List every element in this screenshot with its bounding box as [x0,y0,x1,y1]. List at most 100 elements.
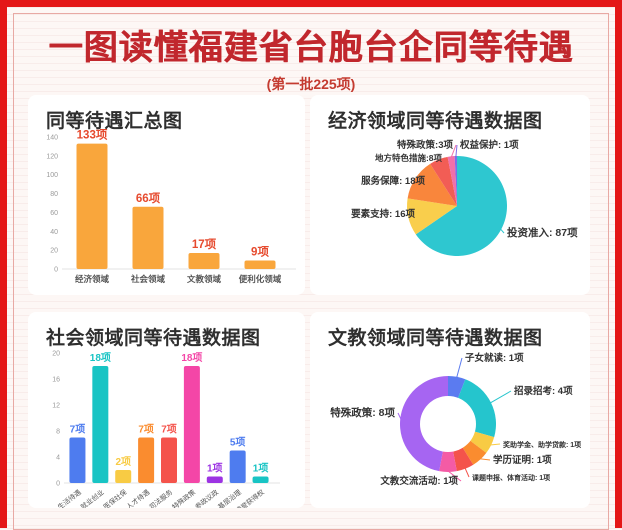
label-leader-line [456,357,463,378]
x-category-label: 生活待遇 [56,487,83,508]
label-leader-line [479,458,491,461]
x-category-label: 基层治理 [216,487,243,508]
bar-value-label: 1项 [207,463,223,475]
economy-pie-svg: 投资准入: 87项 要素支持: 16项 服务保障: 18项 地方特色措施:8项 特殊政策… [351,139,578,256]
bar-value-label: 17项 [192,237,217,251]
y-tick-label: 20 [52,351,60,358]
label-leader-line [397,412,402,420]
x-category-label: 特殊政策 [170,487,197,508]
y-tick-label: 80 [50,191,58,198]
y-tick-label: 16 [52,377,60,384]
pie-slice-label: 要素支持: 16项 [351,208,415,220]
x-category-label: 文教领域 [187,274,222,284]
bar-便利化领域 [244,260,276,269]
pie-slice-投资准入 [415,156,507,256]
bar-value-label: 7项 [70,424,86,436]
page-subtitle: (第一批225项) [266,76,356,92]
economy-chart-title: 经济领域同等待遇数据图 [328,111,543,132]
y-tick-label: 12 [52,403,60,410]
y-tick-label: 0 [54,267,58,274]
pie-slice-要素支持 [407,198,457,235]
bar-value-label: 18项 [181,352,202,364]
y-tick-label: 100 [46,172,58,179]
bar-value-label: 9项 [251,245,269,259]
bar-社会领域 [132,206,164,269]
poster-header: 一图读懂福建省台胞台企同等待遇 (第一批225项) [0,20,622,94]
y-tick-label: 8 [56,429,60,436]
x-category-label: 参政议政 [193,487,220,508]
panel-economy: 经济领域同等待遇数据图 投资准入: 87项 要素支持: 16项 服务保障: 18项 地… [310,95,590,295]
donut-hole [420,396,476,452]
bar-荣誉获得权 [252,476,269,483]
label-leader-line [455,144,458,158]
society-chart-title: 社会领域同等待遇数据图 [46,328,261,349]
bar-value-label: 18项 [90,352,111,364]
page-title: 一图读懂福建省台胞台企同等待遇 [48,29,574,67]
x-category-label: 人才待遇 [124,487,151,508]
bar-基层治理 [229,450,246,483]
bar-value-label: 7项 [161,424,177,436]
pie-slice-label: 课题申报、体育活动: 1项 [472,473,550,482]
bar-value-label: 133项 [77,129,108,142]
pie-slice-label: 文教交流活动: 1项 [379,475,458,487]
y-tick-label: 4 [56,455,60,462]
pie-slice-label: 学历证明: 1项 [493,454,552,466]
y-tick-label: 140 [46,135,58,142]
x-category-label: 便利化领域 [239,274,282,284]
bar-value-label: 1项 [253,463,269,475]
y-tick-label: 20 [50,248,58,255]
summary-chart-title: 同等待遇汇总图 [46,111,183,132]
x-category-label: 经济领域 [75,274,110,284]
bar-医保社保 [115,470,132,483]
bar-value-label: 66项 [136,191,161,205]
pie-slice-label: 地方特色措施:8项 [375,153,443,163]
panel-education: 文教领域同等待遇数据图 子女就读: 1项招录招考: 4项 奖助学金、助学贷款: 1… [310,312,590,508]
x-category-label: 司法服务 [147,487,174,508]
pie-slice-服务保障 [407,163,457,206]
label-leader-line [415,178,429,182]
economy-pie-chart: 投资准入: 87项 要素支持: 16项 服务保障: 18项 地方特色措施:8项 特殊政策… [310,129,590,295]
pie-slice-权益保护 [454,156,457,206]
x-category-label: 社会领域 [130,274,166,284]
y-tick-label: 0 [56,481,60,488]
summary-bar-chart: 0 20 40 60 80 100 120 140 133项 经济领域 66项 社会领域 17项 文教领域… [28,129,305,295]
bar-就业创业 [92,366,109,483]
y-tick-label: 40 [50,229,58,236]
bar-value-label: 2项 [115,456,131,468]
bar-文教领域 [188,252,220,269]
education-chart-title: 文教领域同等待遇数据图 [328,328,543,349]
label-leader-line [489,390,512,404]
pie-slice-label: 特殊政策:3项 [397,139,453,151]
pie-slice-label: 子女就读: 1项 [465,352,524,364]
education-donut-chart: 子女就读: 1项招录招考: 4项 奖助学金、助学贷款: 1项学历证明: 1项课题申… [310,346,590,508]
label-leader-line [409,213,419,218]
bar-司法服务 [161,437,177,483]
pie-slice-地方特色措施 [430,156,457,206]
pie-slice-label: 权益保护: 1项 [459,139,519,151]
bar-经济领域 [76,143,108,269]
bar-value-label: 7项 [138,424,154,436]
label-leader-line [447,470,462,482]
pie-slice-label: 特殊政策: 8项 [330,406,395,419]
pie-slice-label: 服务保障: 18项 [361,175,425,187]
y-tick-label: 60 [50,210,58,217]
pie-slice-label: 招录招考: 4项 [514,385,573,397]
x-category-label: 医保社保 [101,487,128,508]
bar-人才待遇 [138,437,155,483]
label-leader-line [438,157,446,161]
label-leader-line [464,467,470,478]
label-leader-line [499,228,505,234]
pie-slice-label: 投资准入: 87项 [507,226,578,239]
bar-参政议政 [206,476,223,483]
pie-slice-特殊政策 [447,156,457,206]
bar-生活待遇 [69,437,86,483]
panel-summary: 同等待遇汇总图 0 20 40 60 80 100 120 140 133项 经济领域 66项 社会领… [28,95,305,295]
bar-特殊政策 [183,366,200,483]
society-bar-chart: 0 4 8 12 16 20 7项生活待遇 18项就业创业 2项医保社保 7项人才待遇 7项司法服务… [28,346,305,508]
bar-value-label: 5项 [230,437,246,449]
x-category-label: 就业创业 [79,487,106,508]
pie-slice-label: 奖助学金、助学贷款: 1项 [503,440,581,449]
